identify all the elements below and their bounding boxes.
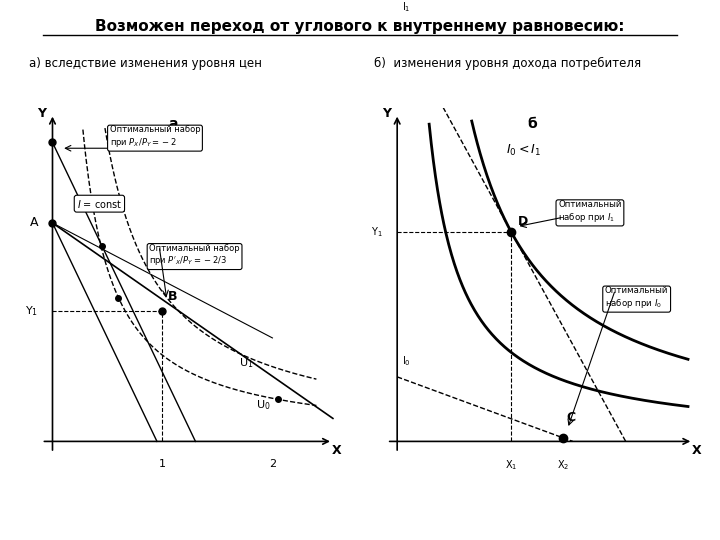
Text: X$_1$: X$_1$ — [505, 458, 518, 472]
Text: Возможен переход от углового к внутреннему равновесию:: Возможен переход от углового к внутренне… — [95, 19, 625, 34]
Text: Оптимальный
набор при $I_1$: Оптимальный набор при $I_1$ — [558, 200, 621, 224]
Text: 2: 2 — [269, 458, 276, 469]
Text: $I_0 < I_1$: $I_0 < I_1$ — [506, 143, 541, 158]
Text: Оптимальный набор
при $P'_X/P_Y = -2/3$: Оптимальный набор при $P'_X/P_Y = -2/3$ — [149, 244, 240, 267]
Text: X$_2$: X$_2$ — [557, 458, 570, 472]
Text: б)  изменения уровня дохода потребителя: б) изменения уровня дохода потребителя — [374, 57, 642, 70]
Text: Y: Y — [37, 107, 46, 120]
Text: Y$_1$: Y$_1$ — [25, 305, 38, 319]
Text: Оптимальный
набор при $I_0$: Оптимальный набор при $I_0$ — [605, 286, 668, 310]
Text: B: B — [168, 291, 177, 303]
Text: Y$_1$: Y$_1$ — [371, 226, 382, 239]
Text: 1: 1 — [159, 458, 166, 469]
Text: I$_0$: I$_0$ — [402, 354, 411, 368]
Text: U$_1$: U$_1$ — [240, 356, 254, 370]
Text: $I$ = const: $I$ = const — [77, 198, 122, 210]
Text: X: X — [331, 444, 341, 457]
Text: A: A — [30, 217, 38, 230]
Text: Оптимальный набор
при $P_X/P_Y = -2$: Оптимальный набор при $P_X/P_Y = -2$ — [109, 125, 200, 149]
Text: C: C — [567, 411, 575, 424]
Text: а) вследствие изменения уровня цен: а) вследствие изменения уровня цен — [29, 57, 261, 70]
Text: б: б — [527, 117, 537, 131]
Text: X: X — [691, 444, 701, 457]
Text: D: D — [518, 215, 528, 228]
Text: Y: Y — [382, 107, 391, 120]
Text: U$_0$: U$_0$ — [256, 398, 271, 412]
Text: а: а — [168, 117, 179, 131]
Text: I$_1$: I$_1$ — [402, 1, 411, 14]
